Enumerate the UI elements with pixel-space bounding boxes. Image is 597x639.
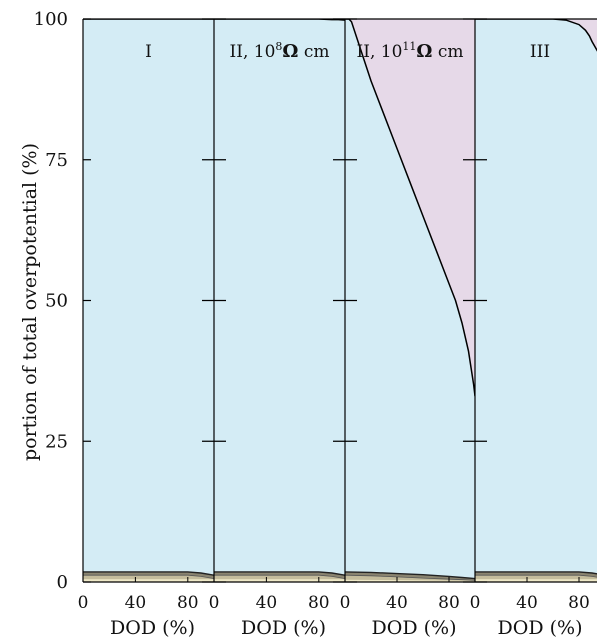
main-region [475,19,597,582]
panel-3: 0 40 80 DOD (%) II, 1011Ω cm [333,18,475,639]
chart-panels: 0 40 80 DOD (%) I 0 40 80 DOD (%) II, 108Ω cm 0 40 8… [78,18,597,639]
band-mid-line [214,574,345,579]
panel-2: 0 40 80 DOD (%) II, 108Ω cm [202,18,345,639]
x-axis-label: DOD (%) [110,617,195,639]
y-tick-label: 25 [45,431,68,452]
panel-title: III [530,42,550,62]
x-axis-label: DOD (%) [372,617,457,639]
panel-title: I [145,42,152,62]
x-tick-label: 80 [438,593,460,613]
x-tick-label: 40 [125,593,147,613]
y-axis-label: portion of total overpotential (%) [19,143,41,461]
band-light [214,579,345,582]
panel-title: II, 108Ω cm [230,40,330,62]
band-mid-line [475,574,597,578]
x-tick-label: 40 [516,593,538,613]
x-tick-label: 40 [256,593,278,613]
x-tick-label: 0 [340,593,351,613]
upper-boundary-line [345,19,475,397]
x-tick-label: 0 [470,593,481,613]
band-top-line [345,571,475,580]
panel-title: II, 1011Ω cm [357,40,464,62]
main-region [83,19,214,582]
band-top-line [214,571,345,576]
x-tick-label: 0 [78,593,89,613]
x-axis-label: DOD (%) [498,617,583,639]
x-axis-label: DOD (%) [241,617,326,639]
band-top-line [475,571,597,575]
band-light [83,579,214,582]
main-region [214,19,345,582]
band-mid-line [345,574,475,581]
main-region [345,19,475,582]
band-mid-line [83,574,214,579]
x-tick-label: 80 [308,593,330,613]
y-tick-label: 100 [34,9,68,30]
band-light [475,579,597,582]
y-tick-label: 50 [45,291,68,312]
band-top-line [83,571,214,576]
x-tick-label: 80 [177,593,199,613]
x-tick-label: 40 [386,593,408,613]
x-tick-label: 80 [568,593,590,613]
y-tick-labels: 0 25 50 75 100 [34,9,68,593]
y-tick-label: 75 [45,150,68,171]
x-tick-label: 0 [209,593,220,613]
y-tick-label: 0 [57,572,68,593]
panel-4: 0 40 80 DOD (%) III [463,18,597,639]
panel-1: 0 40 80 DOD (%) I [78,18,214,639]
